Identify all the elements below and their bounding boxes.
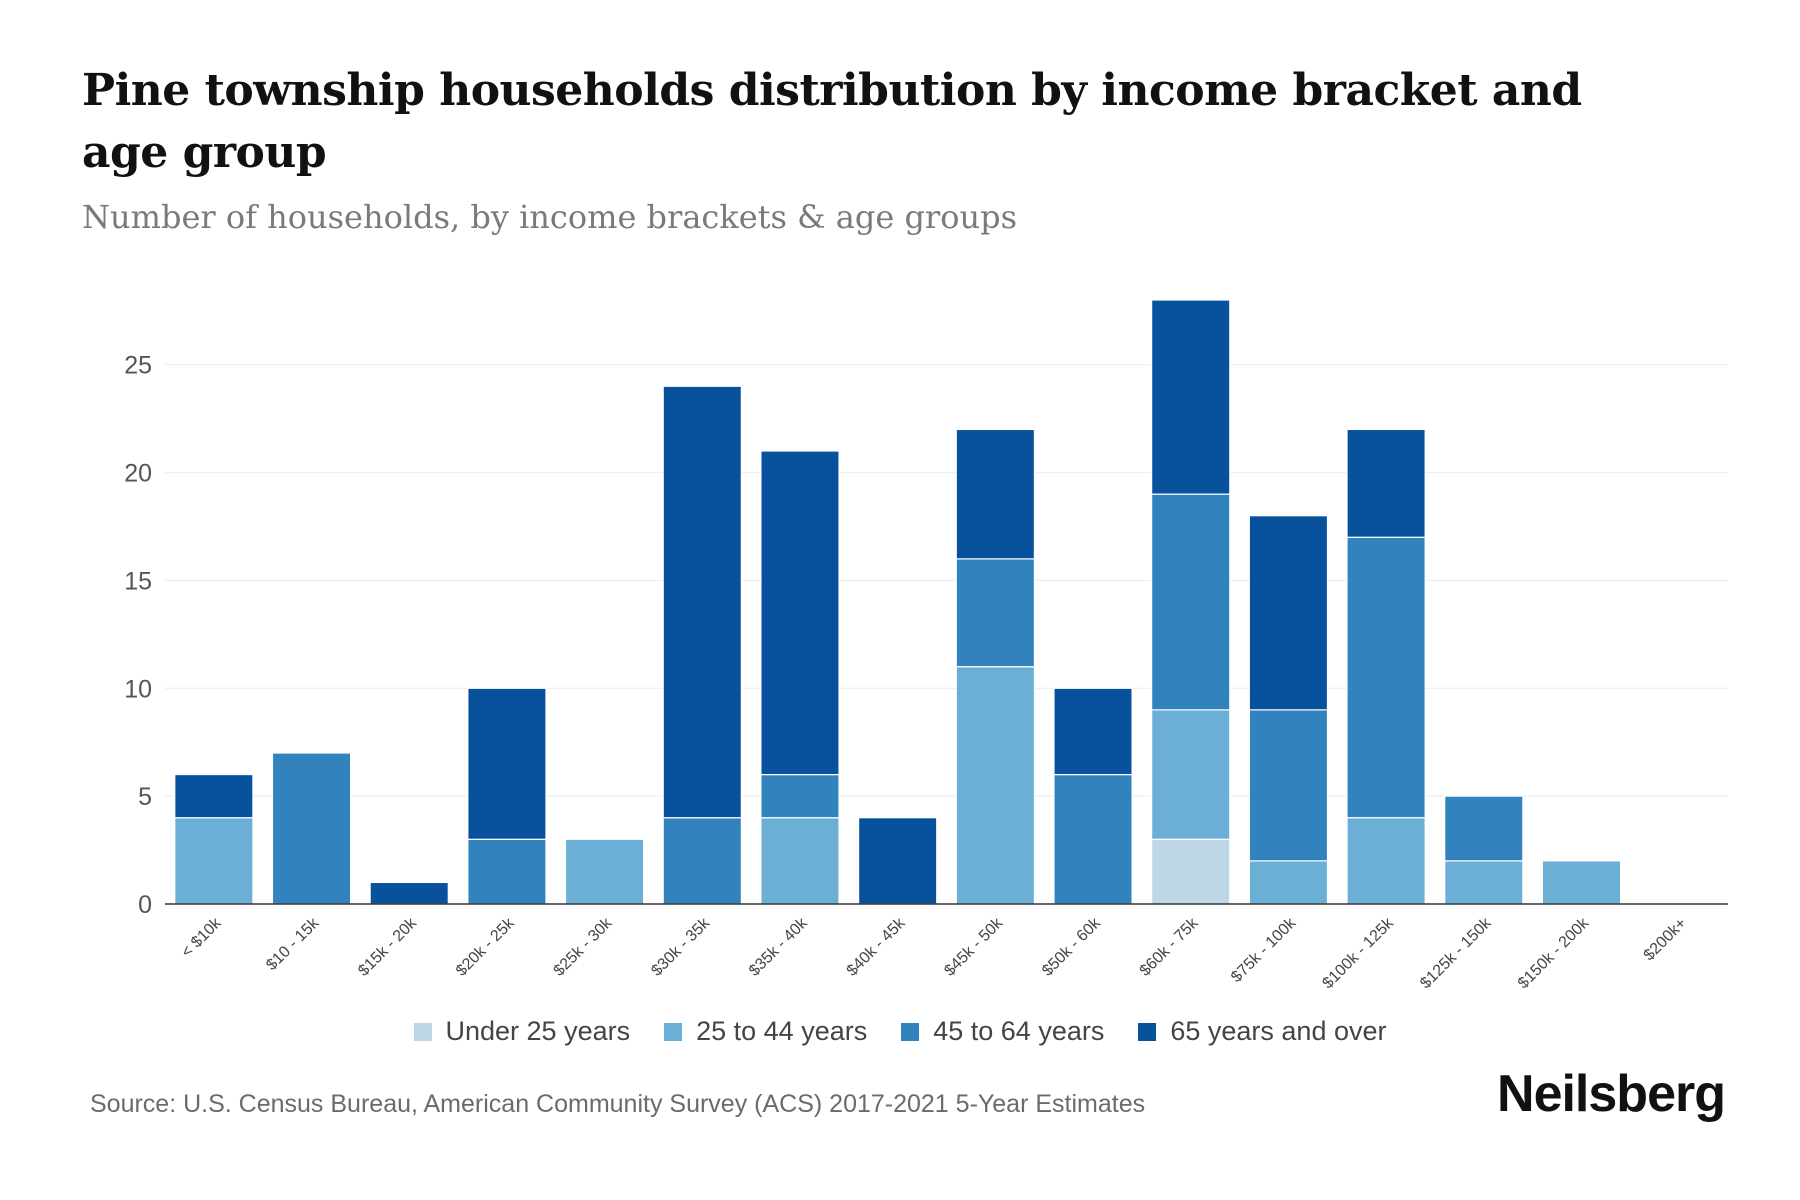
y-tick-label: 10	[124, 675, 152, 703]
bar-segment	[662, 385, 742, 819]
bar-segment	[1248, 709, 1329, 862]
y-tick-label: 5	[138, 783, 152, 811]
x-tick-label: $25k - 30k	[551, 914, 617, 980]
legend-label: 25 to 44 years	[696, 1016, 868, 1046]
legend-swatch	[413, 1022, 432, 1041]
legend-swatch	[1138, 1022, 1157, 1041]
bar-segment	[760, 817, 840, 905]
x-tick-label: $30k - 35k	[648, 914, 714, 980]
bar-segment	[174, 817, 254, 905]
bar-segment	[271, 752, 352, 905]
bar-segment	[1248, 860, 1329, 905]
chart-subtitle: Number of households, by income brackets…	[82, 198, 1017, 236]
chart-title: Pine township households distribution by…	[82, 65, 1582, 178]
x-tick-label: < $10k	[178, 914, 225, 961]
bar-segment	[1444, 860, 1524, 905]
x-tick-label: $15k - 20k	[355, 914, 421, 980]
bar-segment	[1248, 515, 1329, 711]
x-tick-label: $125k - 150k	[1417, 914, 1495, 992]
bar-segment	[1151, 493, 1231, 711]
bar-segment	[174, 773, 254, 819]
bar-segment	[1541, 860, 1622, 905]
legend-swatch	[901, 1022, 920, 1041]
stacked-bar-chart: 0 5 10 15 20 25 < $10k $10 - 15k $15k - 20k $20k …	[124, 299, 1728, 992]
y-tick-label: 25	[124, 352, 152, 380]
legend-item: 45 to 64 years	[901, 1016, 1104, 1047]
legend-swatch	[664, 1022, 683, 1041]
source-note: Source: U.S. Census Bureau, American Com…	[90, 1090, 1146, 1118]
bar-segment	[1151, 838, 1231, 905]
bar-segment	[1346, 536, 1426, 819]
bar-segment	[955, 558, 1036, 668]
bar-segment	[955, 428, 1036, 560]
bar-segment	[955, 666, 1036, 905]
x-tick-label: $20k - 25k	[453, 914, 519, 980]
legend-item: 65 years and over	[1138, 1016, 1387, 1047]
bar-segment	[1346, 817, 1426, 905]
y-tick-label: 0	[138, 891, 152, 919]
bar-segment	[760, 773, 840, 819]
bar-segment	[662, 817, 742, 905]
bar-segment	[1151, 709, 1231, 840]
y-tick-label: 15	[124, 567, 152, 595]
bar-segment	[1151, 299, 1231, 495]
bar-segment	[467, 838, 547, 905]
x-tick-label: $40k - 45k	[844, 914, 910, 980]
legend-label: 65 years and over	[1170, 1016, 1387, 1046]
bar-segment	[1444, 795, 1524, 862]
x-tick-label: $45k - 50k	[941, 914, 1007, 980]
x-tick-label: $10 - 15k	[263, 914, 323, 974]
x-tick-label: $35k - 40k	[746, 914, 812, 980]
x-tick-label: $75k - 100k	[1228, 914, 1300, 986]
legend-item: 25 to 44 years	[664, 1016, 867, 1047]
bar-segment	[564, 838, 645, 905]
legend-item: Under 25 years	[413, 1016, 631, 1047]
bar-segment	[467, 687, 547, 840]
x-tick-label: $100k - 125k	[1319, 914, 1397, 992]
bar-segment	[760, 450, 840, 776]
y-tick-label: 20	[124, 460, 152, 488]
x-tick-label: $50k - 60k	[1039, 914, 1105, 980]
legend-label: 45 to 64 years	[933, 1016, 1105, 1046]
x-tick-label: $200k+	[1641, 915, 1690, 964]
legend-label: Under 25 years	[445, 1016, 631, 1046]
brand-logo: Neilsberg	[1497, 1065, 1726, 1123]
bar-segment	[1053, 773, 1133, 905]
x-tick-label: $150k - 200k	[1515, 914, 1593, 992]
bar-segment	[1053, 687, 1133, 776]
bar-segment	[857, 817, 938, 905]
x-tick-label: $60k - 75k	[1137, 914, 1203, 980]
bar-segment	[369, 881, 449, 905]
bar-segment	[1346, 428, 1426, 538]
chart-legend: Under 25 years 25 to 44 years 45 to 64 yea…	[0, 1016, 1800, 1047]
